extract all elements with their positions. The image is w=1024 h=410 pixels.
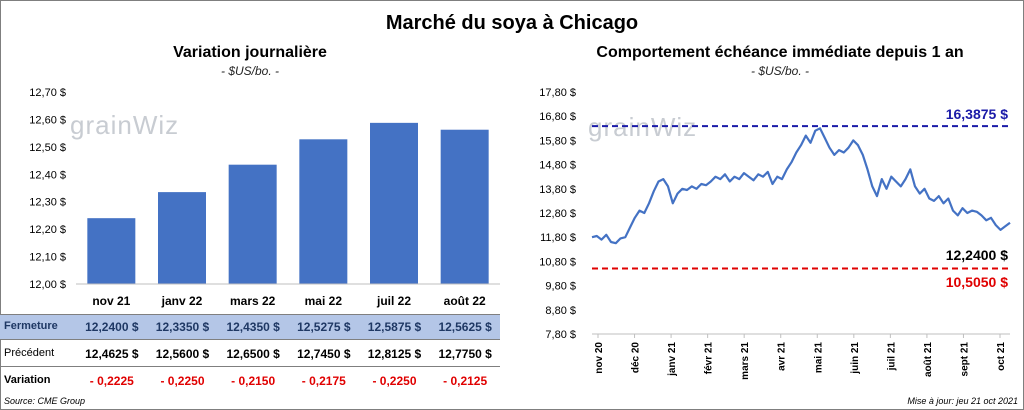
x-tick-label: nov 20 (594, 342, 605, 374)
category-label: mai 22 (305, 294, 343, 308)
y-tick-label: 12,50 $ (29, 142, 66, 154)
last-value-label: 12,2400 $ (945, 247, 1008, 263)
table-cell: 12,5275 $ (297, 320, 351, 334)
table-cell: - 0,2175 (301, 374, 346, 388)
x-tick-label: août 21 (923, 342, 934, 377)
price-line (591, 127, 1011, 245)
x-tick-label: avr 21 (777, 342, 788, 371)
table-cell: 12,5875 $ (367, 320, 422, 334)
y-tick-label: 12,40 $ (29, 169, 66, 181)
x-tick-label: janv 21 (667, 342, 678, 377)
table-cell: 12,5625 $ (438, 320, 492, 334)
bar-chart-title: Variation journalière (173, 44, 327, 61)
table-cell: - 0,2150 (231, 374, 276, 388)
table-cell: 12,2400 $ (85, 320, 139, 334)
table-cell: - 0,2125 (443, 374, 488, 388)
bar (158, 192, 206, 284)
close-row-band (0, 314, 500, 340)
source-note: Source: CME Group (4, 396, 86, 406)
y-tick-label: 12,00 $ (29, 279, 66, 291)
y-tick-label: 10,80 $ (539, 256, 576, 268)
table-cell: 12,3350 $ (155, 320, 210, 334)
y-tick-label: 11,80 $ (540, 232, 576, 244)
y-tick-label: 16,80 $ (539, 111, 576, 123)
page-title: Marché du soya à Chicago (385, 12, 639, 34)
x-tick-label: sept 21 (959, 342, 970, 377)
table-cell: 12,6500 $ (226, 347, 280, 361)
x-tick-label: mai 21 (813, 342, 824, 374)
update-note: Mise à jour: jeu 21 oct 2021 (907, 396, 1018, 406)
table-cell: - 0,2225 (89, 374, 134, 388)
y-tick-label: 15,80 $ (539, 135, 576, 147)
x-tick-label: juil 21 (886, 342, 897, 372)
y-tick-label: 12,20 $ (29, 224, 66, 236)
bar (299, 139, 348, 284)
low-reference-value: 10,5050 $ (945, 274, 1008, 290)
y-tick-label: 12,30 $ (29, 197, 66, 209)
table-cell: 12,5600 $ (155, 347, 210, 361)
bar (87, 218, 136, 284)
y-tick-label: 8,80 $ (545, 305, 576, 317)
table-cell: 12,7450 $ (297, 347, 351, 361)
table-cell: 12,4350 $ (226, 320, 280, 334)
x-tick-label: juin 21 (850, 342, 861, 375)
category-label: janv 22 (161, 294, 203, 308)
y-tick-label: 12,70 $ (29, 87, 66, 99)
variation-row-label: Variation (4, 374, 51, 386)
table-cell: - 0,2250 (160, 374, 205, 388)
y-tick-label: 13,80 $ (539, 184, 576, 196)
y-tick-label: 14,80 $ (539, 160, 576, 172)
x-tick-label: févr 21 (704, 342, 715, 375)
y-tick-label: 7,80 $ (545, 329, 576, 341)
variation-divider (0, 366, 500, 367)
x-tick-label: déc 20 (631, 342, 642, 374)
bar-chart-unit: - $US/bo. - (220, 64, 280, 78)
y-tick-label: 12,80 $ (539, 208, 576, 220)
y-tick-label: 12,10 $ (29, 252, 66, 264)
x-tick-label: oct 21 (996, 342, 1007, 371)
bar-chart: 12,70 $ 12,60 $ 12,50 $ 12,40 $ 12,30 $ 12,20… (29, 87, 500, 308)
y-tick-label: 17,80 $ (539, 87, 576, 99)
bar (440, 129, 489, 284)
table-cell: 12,7750 $ (438, 347, 492, 361)
category-label: août 22 (444, 294, 486, 308)
high-reference-value: 16,3875 $ (945, 106, 1008, 122)
table-cell: 12,8125 $ (367, 347, 422, 361)
category-label: mars 22 (230, 294, 276, 308)
y-tick-label: 9,80 $ (545, 281, 576, 293)
previous-row-label: Précédent (4, 347, 55, 359)
y-tick-label: 12,60 $ (29, 114, 66, 126)
table-cell: - 0,2250 (372, 374, 417, 388)
category-label: juil 22 (376, 294, 411, 308)
x-tick-label: mars 21 (740, 342, 751, 380)
line-chart-unit: - $US/bo. - (750, 64, 810, 78)
category-label: nov 21 (92, 294, 130, 308)
bar (370, 122, 418, 284)
bar (228, 164, 277, 284)
close-row-label: Fermeture (4, 320, 58, 332)
line-chart: 17,80 $ 16,80 $ 15,80 $ 14,80 $ 13,80 $ 12,80… (539, 87, 1011, 380)
table-cell: 12,4625 $ (85, 347, 139, 361)
watermark-logo: grainWiz (70, 110, 180, 140)
line-chart-title: Comportement échéance immédiate depuis 1… (596, 44, 964, 61)
